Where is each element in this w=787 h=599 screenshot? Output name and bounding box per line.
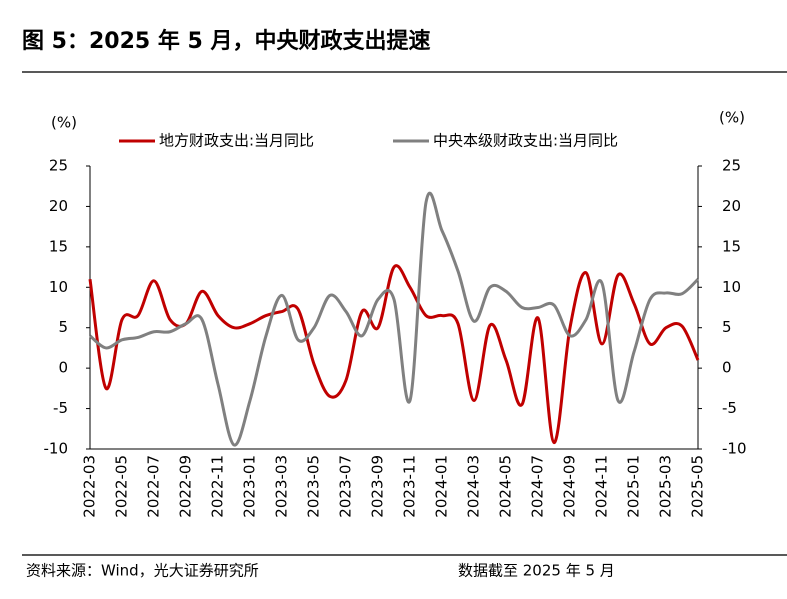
y-tick-label: 5 xyxy=(58,318,68,336)
series-line xyxy=(88,264,700,445)
x-tick-label: 2023-01 xyxy=(241,455,259,518)
x-tick-label: 2022-03 xyxy=(81,455,99,518)
x-tick-label: 2023-11 xyxy=(401,455,419,518)
y2-tick-label: 10 xyxy=(722,278,741,296)
x-tick-label: 2023-07 xyxy=(337,455,355,518)
y-tick-label: -5 xyxy=(53,399,68,417)
y-tick-label: 20 xyxy=(49,197,68,215)
y2-tick-label: 5 xyxy=(722,318,732,336)
source: 资料来源：Wind，光大证券研究所 xyxy=(26,562,259,580)
y2-axis-label: (%) xyxy=(719,109,745,127)
y-tick-label: -10 xyxy=(44,440,69,458)
legend-label: 中央本级财政支出:当月同比 xyxy=(433,132,618,150)
x-tick-label: 2024-11 xyxy=(593,455,611,518)
x-tick-label: 2022-09 xyxy=(177,455,195,518)
y-tick-label: 25 xyxy=(49,157,68,175)
x-tick-label: 2024-09 xyxy=(561,455,579,518)
note: 数据截至 2025 年 5 月 xyxy=(458,562,615,580)
x-tick-label: 2023-05 xyxy=(305,455,323,518)
y2-tick-label: -5 xyxy=(722,399,737,417)
y-tick-label: 0 xyxy=(58,359,68,377)
x-tick-label: 2024-05 xyxy=(497,455,515,518)
y2-tick-label: 20 xyxy=(722,197,741,215)
x-tick-label: 2022-11 xyxy=(209,455,227,518)
x-tick-label: 2025-05 xyxy=(689,455,707,518)
y2-tick-label: -10 xyxy=(722,440,747,458)
x-tick-label: 2024-03 xyxy=(465,455,483,518)
x-tick-label: 2025-01 xyxy=(625,455,643,518)
y2-tick-label: 25 xyxy=(722,157,741,175)
x-tick-label: 2023-03 xyxy=(273,455,291,518)
x-tick-label: 2022-07 xyxy=(145,455,163,518)
x-tick-label: 2024-01 xyxy=(433,455,451,518)
x-tick-label: 2025-03 xyxy=(657,455,675,518)
x-tick-label: 2023-09 xyxy=(369,455,387,518)
series-line xyxy=(89,191,700,447)
x-tick-label: 2024-07 xyxy=(529,455,547,518)
y-tick-label: 15 xyxy=(49,237,68,255)
y2-tick-label: 0 xyxy=(722,359,732,377)
y2-tick-label: 15 xyxy=(722,237,741,255)
chart-title: 图 5：2025 年 5 月，中央财政支出提速 xyxy=(22,28,430,54)
y-tick-label: 10 xyxy=(49,278,68,296)
y-axis-label: (%) xyxy=(51,114,77,132)
legend-label: 地方财政支出:当月同比 xyxy=(159,132,314,150)
x-tick-label: 2022-05 xyxy=(113,455,131,518)
